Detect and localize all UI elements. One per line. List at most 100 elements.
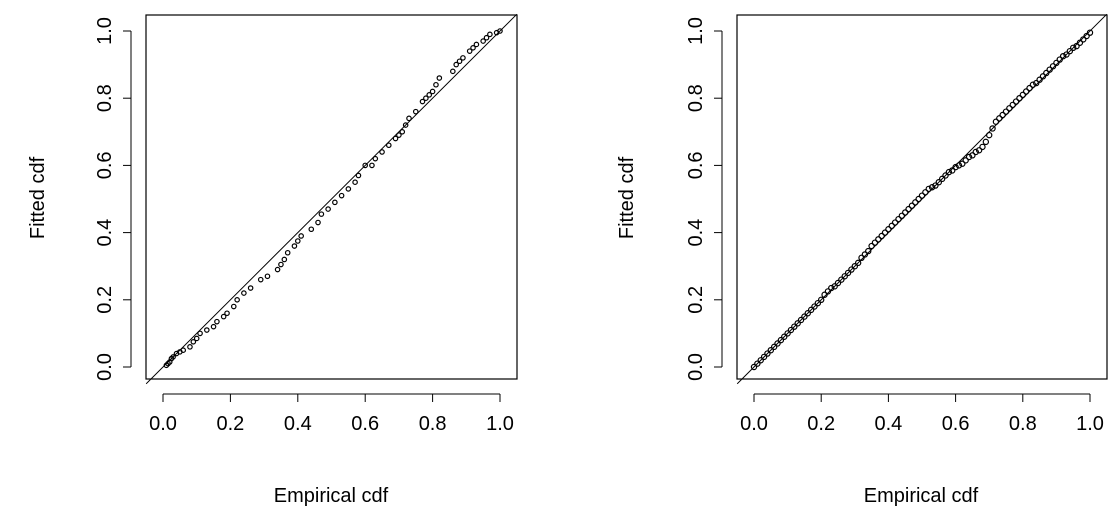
data-point	[831, 283, 838, 290]
data-point	[764, 350, 771, 357]
data-point	[848, 266, 855, 273]
data-point	[750, 363, 758, 371]
data-point	[828, 284, 835, 292]
data-point	[483, 34, 490, 41]
data-point	[204, 327, 210, 333]
data-point	[898, 212, 906, 219]
right-x-axis: 0.0 0.2 0.4 0.6 0.8 1.0	[740, 393, 1104, 435]
data-point	[1049, 63, 1057, 70]
data-point	[807, 306, 815, 314]
data-point	[284, 249, 291, 256]
data-point	[801, 313, 808, 320]
right-plot-frame	[736, 14, 1108, 380]
data-point	[1080, 36, 1087, 43]
right-y-tick-label: 0.2	[685, 286, 707, 314]
data-point	[854, 259, 862, 267]
data-point	[922, 189, 929, 196]
data-point	[412, 108, 419, 115]
data-point	[325, 206, 331, 212]
data-point	[308, 226, 315, 233]
data-point	[429, 88, 436, 95]
data-point	[902, 209, 909, 216]
data-point	[871, 239, 879, 246]
left-y-tick-label: 0.2	[94, 286, 116, 314]
right-x-tick-label: 0.2	[807, 413, 835, 435]
data-point	[915, 195, 922, 203]
left-x-axis: 0.0 0.2 0.4 0.6 0.8 1.0	[149, 393, 514, 435]
data-point	[170, 354, 176, 360]
data-point	[952, 163, 959, 171]
data-point	[214, 318, 220, 325]
data-point	[881, 229, 889, 236]
data-point	[298, 233, 304, 239]
data-point	[1076, 39, 1084, 46]
left-x-tick-label: 0.0	[149, 413, 177, 435]
left-panel: 0.0 0.2 0.4 0.6 0.8 1.0 0.0 0.2 0.4 0.6 0.8 1.0 Em…	[27, 13, 518, 507]
data-point	[1083, 32, 1090, 40]
data-point	[1002, 108, 1010, 115]
data-point	[945, 168, 953, 176]
data-point	[396, 132, 402, 138]
data-point	[781, 333, 788, 340]
data-point	[369, 162, 375, 169]
data-point	[1053, 59, 1060, 67]
data-point	[264, 273, 271, 280]
data-point	[868, 242, 875, 250]
data-point	[234, 296, 240, 303]
data-point	[932, 182, 939, 189]
right-y-axis-title: Fitted cdf	[616, 156, 638, 239]
data-point	[804, 310, 811, 317]
right-x-tick-label: 0.0	[740, 413, 768, 435]
data-point	[787, 326, 795, 334]
data-point	[224, 310, 230, 317]
data-point	[1039, 73, 1047, 80]
data-point	[257, 276, 264, 283]
data-point	[419, 98, 426, 105]
data-point	[338, 192, 345, 199]
data-point	[838, 276, 845, 283]
data-point	[878, 232, 885, 240]
left-plot-frame	[145, 14, 518, 380]
data-point	[1033, 79, 1040, 87]
data-point	[470, 44, 476, 51]
right-y-tick-label: 0.8	[685, 84, 707, 112]
data-point	[247, 285, 254, 291]
data-point	[379, 149, 385, 155]
right-x-axis-title: Empirical cdf	[864, 485, 979, 507]
data-point	[1063, 51, 1070, 58]
data-point	[891, 219, 899, 226]
data-point	[450, 68, 456, 75]
data-point	[392, 135, 399, 142]
right-x-tick-label: 0.6	[942, 413, 970, 435]
right-x-tick-label: 0.4	[874, 413, 902, 435]
data-point	[318, 211, 325, 217]
data-point	[480, 38, 486, 44]
data-point	[436, 75, 443, 81]
data-point	[938, 175, 946, 183]
data-point	[767, 347, 775, 354]
data-point	[1012, 98, 1020, 105]
left-x-tick-label: 0.8	[419, 413, 447, 435]
data-point	[935, 178, 943, 186]
data-point	[996, 115, 1003, 122]
data-point	[844, 269, 852, 277]
left-x-axis-title: Empirical cdf	[274, 485, 389, 507]
data-point	[1022, 88, 1030, 95]
data-point	[885, 226, 892, 233]
data-point	[942, 172, 949, 179]
left-y-tick-label: 0.8	[94, 84, 116, 112]
data-point	[811, 303, 818, 310]
data-point	[1069, 44, 1077, 52]
data-point	[1019, 91, 1027, 99]
data-point	[332, 199, 338, 206]
data-point	[274, 266, 281, 273]
data-point	[278, 261, 284, 268]
data-point	[774, 340, 781, 347]
data-point	[1056, 56, 1063, 63]
right-y-tick-label: 0.0	[685, 353, 707, 381]
data-point	[955, 162, 963, 169]
data-point	[841, 273, 848, 280]
data-point	[959, 160, 966, 167]
data-point	[777, 336, 785, 344]
data-point	[760, 353, 768, 361]
